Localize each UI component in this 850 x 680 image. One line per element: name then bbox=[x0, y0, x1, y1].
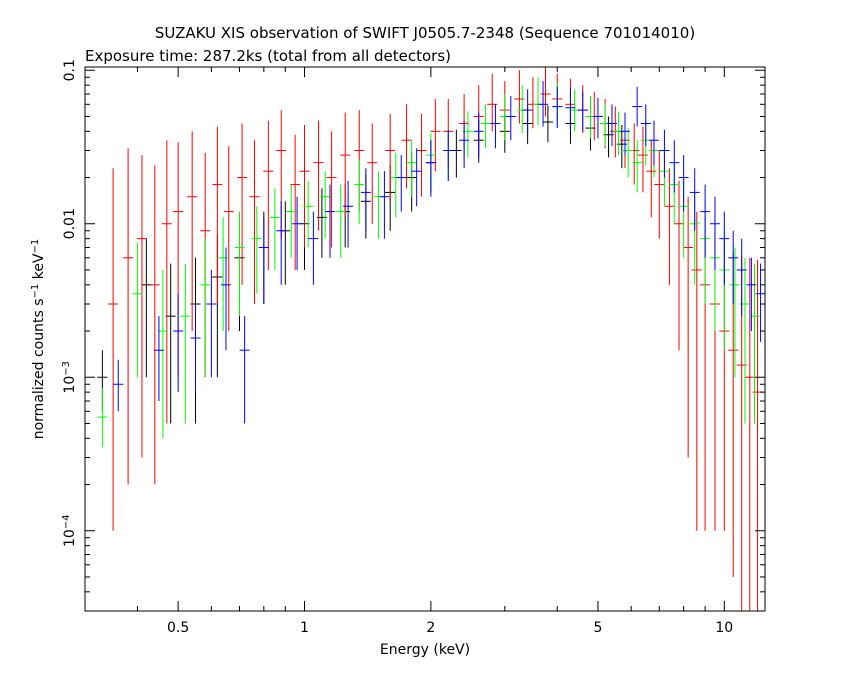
series-2 bbox=[97, 77, 760, 448]
plot-frame bbox=[84, 66, 766, 612]
y-axis-label-mid: keV bbox=[31, 253, 47, 284]
y-tick-label: 0.01 bbox=[62, 208, 78, 239]
y-tick-label: 10−3 bbox=[61, 361, 79, 394]
chart-title: SUZAKU XIS observation of SWIFT J0505.7-… bbox=[155, 24, 695, 42]
y-tick-label: 10−4 bbox=[61, 514, 79, 547]
series-3 bbox=[113, 81, 766, 424]
y-axis-label-main: normalized counts s bbox=[31, 298, 47, 439]
y-tick-exponent: −3 bbox=[61, 361, 72, 376]
x-tick-label: 2 bbox=[426, 620, 435, 636]
series-0 bbox=[97, 105, 627, 424]
y-tick-label: 0.1 bbox=[62, 59, 78, 81]
y-tick-exponent: −4 bbox=[61, 514, 72, 529]
x-tick-label: 10 bbox=[715, 620, 733, 636]
x-tick-label: 0.5 bbox=[167, 620, 189, 636]
data-layer bbox=[97, 67, 766, 611]
y-axis-label-exp2: −1 bbox=[30, 239, 41, 254]
y-tick-base: 10 bbox=[62, 376, 78, 394]
x-axis-label: Energy (keV) bbox=[380, 642, 470, 658]
y-axis-label: normalized counts s−1 keV−1 bbox=[30, 239, 48, 440]
y-axis-label-exp1: −1 bbox=[30, 284, 41, 299]
chart-subtitle: Exposure time: 287.2ks (total from all d… bbox=[85, 47, 451, 65]
series-1 bbox=[108, 67, 763, 611]
x-tick-label: 1 bbox=[300, 620, 309, 636]
y-tick-base: 10 bbox=[62, 529, 78, 547]
x-tick-label: 5 bbox=[593, 620, 602, 636]
y-tick-base: 0.01 bbox=[62, 208, 78, 239]
y-tick-base: 0.1 bbox=[62, 59, 78, 81]
